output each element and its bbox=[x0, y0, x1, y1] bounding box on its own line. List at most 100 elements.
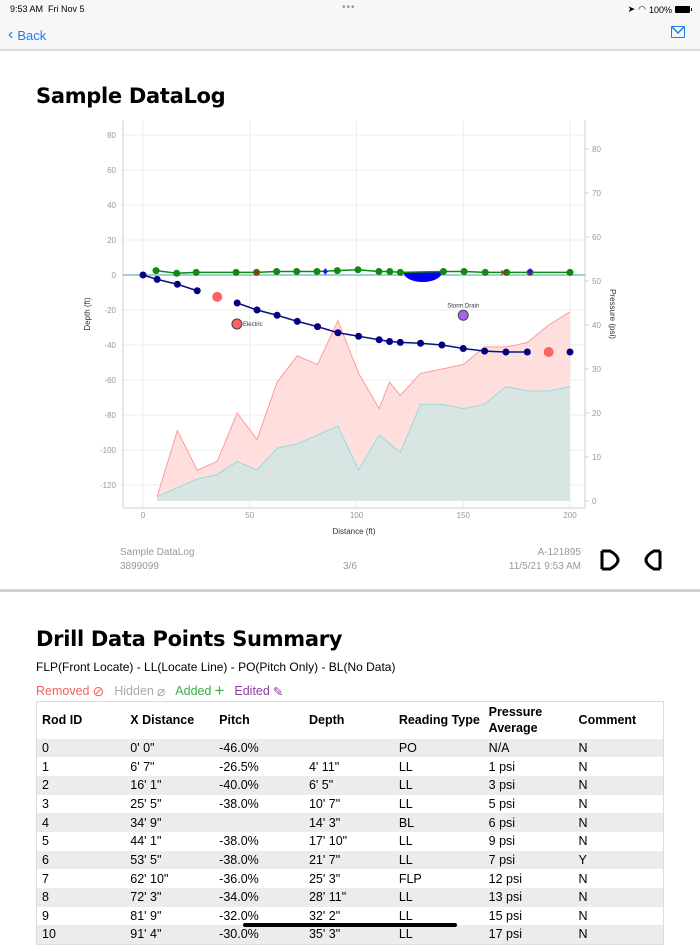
y2-axis-label: Pressure (psi) bbox=[608, 289, 617, 339]
utility-marker bbox=[457, 309, 469, 321]
table-cell: LL bbox=[398, 778, 413, 793]
table-cell: 12 psi bbox=[488, 871, 523, 886]
page-title: Sample DataLog bbox=[36, 84, 226, 108]
no-data-point bbox=[212, 291, 223, 302]
table-cell: LL bbox=[398, 834, 413, 849]
table-cell: 9 psi bbox=[488, 834, 516, 849]
table-cell: LL bbox=[398, 796, 413, 811]
y-tick-label: -20 bbox=[104, 306, 116, 315]
column-header: Pitch bbox=[219, 713, 250, 728]
surface-point bbox=[481, 268, 489, 276]
table-cell: 7 psi bbox=[488, 852, 516, 867]
removed-x-icon: × bbox=[254, 268, 260, 279]
table-cell: 0' 0" bbox=[130, 740, 155, 755]
table-cell: 1 psi bbox=[488, 759, 516, 774]
table-cell: LL bbox=[398, 909, 413, 924]
edited-label: Edited bbox=[234, 684, 270, 698]
footer-page: 3/6 bbox=[343, 561, 357, 572]
surface-point bbox=[566, 268, 574, 276]
y2-tick-label: 10 bbox=[592, 453, 601, 462]
x-tick-label: 100 bbox=[350, 511, 364, 520]
table-cell: N bbox=[578, 834, 588, 849]
table-cell: 8 bbox=[42, 890, 49, 905]
hidden-label: Hidden bbox=[114, 684, 154, 698]
drill-point bbox=[481, 347, 489, 355]
table-row: 1 6' 7" -26.5% 4' 11" LL 1 psi N bbox=[37, 757, 664, 776]
x-tick-label: 200 bbox=[563, 511, 577, 520]
table-cell: 2 bbox=[42, 778, 49, 793]
envelope-icon[interactable] bbox=[671, 26, 685, 38]
pressure-area-1 bbox=[157, 386, 570, 501]
table-cell: 15 psi bbox=[488, 909, 523, 924]
page-separator bbox=[0, 589, 700, 592]
table-cell: N bbox=[578, 759, 588, 774]
y-tick-label: 80 bbox=[107, 131, 116, 140]
table-cell: 6 bbox=[42, 852, 49, 867]
drill-point bbox=[459, 345, 467, 352]
table-row: 0 0' 0" -46.0% PO N/A N bbox=[36, 738, 664, 758]
drill-point bbox=[293, 317, 301, 325]
table-cell: 14' 3" bbox=[308, 815, 341, 830]
drill-point bbox=[396, 338, 404, 346]
multitask-dots[interactable]: ••• bbox=[342, 2, 356, 13]
footer-datetime: 11/5/21 9:53 AM bbox=[508, 561, 581, 572]
prohibited-icon: ⊘ bbox=[92, 682, 105, 699]
table-cell: 28' 11" bbox=[308, 890, 347, 905]
table-cell: 5 bbox=[42, 834, 49, 849]
surface-point bbox=[333, 267, 341, 275]
surface-point bbox=[192, 268, 200, 276]
table-cell: N bbox=[578, 740, 588, 755]
utility-label: Electric bbox=[243, 322, 263, 328]
table-cell: 17' 10" bbox=[308, 834, 348, 849]
table-cell: 62' 10" bbox=[130, 871, 169, 886]
back-button[interactable]: ‹ Back bbox=[8, 26, 47, 43]
table-cell: -40.0% bbox=[219, 778, 259, 793]
y2-tick-label: 30 bbox=[592, 365, 601, 374]
table-cell: 53' 5" bbox=[130, 852, 162, 867]
table-cell: 3 psi bbox=[488, 778, 516, 793]
column-header: Depth bbox=[308, 713, 345, 728]
dci-logo bbox=[600, 549, 662, 571]
table-row: 6 53' 5" -38.0% 21' 7" LL 7 psi Y bbox=[36, 850, 664, 870]
table-cell: -30.0% bbox=[219, 927, 259, 942]
table-cell: 10' 7" bbox=[308, 796, 341, 811]
surface-point bbox=[273, 268, 281, 275]
drill-point bbox=[173, 280, 181, 288]
battery-percent: 100% bbox=[648, 4, 672, 15]
table-header: Rod ID X Distance Pitch Depth Reading Type Pr… bbox=[37, 702, 664, 739]
table-cell: N bbox=[578, 909, 588, 924]
y-tick-label: -80 bbox=[104, 411, 116, 420]
home-indicator[interactable] bbox=[243, 923, 457, 927]
table-cell: 25' 3" bbox=[308, 871, 341, 886]
drill-point bbox=[438, 341, 446, 349]
drill-point bbox=[334, 329, 342, 337]
no-data-point bbox=[543, 347, 554, 357]
table-cell: N bbox=[578, 871, 588, 886]
y2-tick-label: 40 bbox=[592, 321, 601, 330]
table-cell: 7 bbox=[42, 871, 49, 886]
surface-point bbox=[396, 268, 404, 276]
y2-tick-label: 60 bbox=[592, 233, 601, 242]
wifi-icon: ◠ bbox=[638, 4, 646, 14]
drill-point bbox=[502, 348, 510, 356]
drill-point bbox=[314, 323, 322, 331]
surface-point bbox=[253, 268, 261, 276]
table-cell: 6' 5" bbox=[308, 778, 334, 793]
surface-point bbox=[439, 268, 447, 275]
status-bar: 9:53 AM Fri Nov 5 ••• ➤ ◠ 100% bbox=[0, 0, 700, 20]
y-tick-label: -60 bbox=[104, 376, 116, 385]
y-tick-label: -120 bbox=[100, 481, 117, 490]
datalog-chart: 0 50 100 150 200806040200-20-40-60-80-100-12… bbox=[83, 120, 617, 536]
table-cell: LL bbox=[398, 759, 413, 774]
table-cell: N bbox=[578, 890, 588, 905]
water-crossing bbox=[403, 272, 442, 282]
surface-point bbox=[375, 268, 383, 275]
table-cell: -46.0% bbox=[219, 740, 259, 755]
surface-point bbox=[152, 267, 160, 275]
table-cell: 3 bbox=[42, 796, 49, 811]
table-cell: 1 bbox=[42, 759, 49, 774]
table-cell: -32.0% bbox=[219, 909, 259, 924]
table-cell: LL bbox=[398, 927, 413, 942]
battery-icon bbox=[675, 6, 692, 13]
table-cell: 72' 3" bbox=[130, 890, 162, 905]
